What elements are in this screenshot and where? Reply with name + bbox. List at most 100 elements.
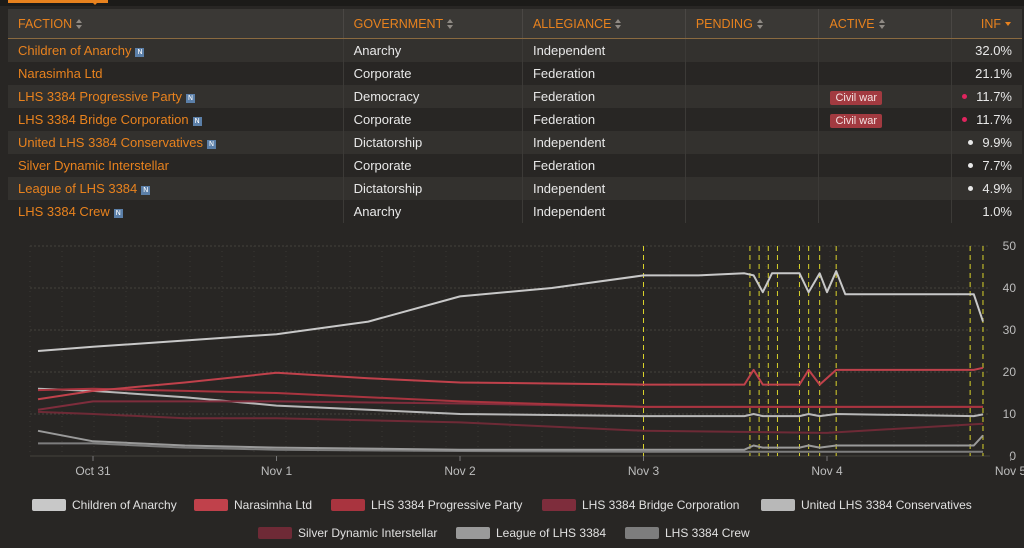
x-tick-label: Nov 4: [811, 464, 843, 478]
table-row[interactable]: League of LHS 3384 N Dictatorship Independe…: [8, 177, 1022, 200]
series-line-narasimha-ltd: [37, 366, 984, 401]
header-pending[interactable]: PENDING: [684, 9, 819, 39]
legend-swatch: [194, 499, 228, 511]
faction-name-link[interactable]: LHS 3384 Progressive Party N: [8, 85, 344, 108]
influence-cell: 9.9%: [951, 131, 1022, 154]
allegiance-cell: Independent: [521, 177, 686, 200]
header-allegiance[interactable]: ALLEGIANCE: [521, 9, 686, 39]
legend-item[interactable]: LHS 3384 Crew: [625, 526, 750, 540]
legend-item[interactable]: Silver Dynamic Interstellar: [258, 526, 437, 540]
influence-cell: 4.9%: [951, 177, 1022, 200]
influence-chart: 0 10 20 30 40 50 Oct 31 Nov 1 Nov 2 Nov 3 Nov 4 Nov…: [29, 239, 1024, 478]
legend-label: LHS 3384 Progressive Party: [371, 498, 523, 512]
active-cell: [818, 62, 952, 85]
legend-swatch: [456, 527, 490, 539]
allegiance-cell: Independent: [521, 38, 686, 62]
x-tick-label: Nov 3: [628, 464, 660, 478]
government-cell: Corporate: [342, 154, 523, 177]
government-cell: Corporate: [342, 62, 523, 85]
table-row[interactable]: Narasimha Ltd Corporate Federation 21.1%: [8, 62, 1022, 85]
y-tick-label: 0: [1009, 449, 1016, 463]
caret-down-icon: [90, 0, 100, 5]
influence-cell: 11.7%: [951, 85, 1022, 108]
legend-swatch: [331, 499, 365, 511]
top-bar: [0, 0, 1024, 6]
pending-cell: [684, 154, 819, 177]
legend-item[interactable]: LHS 3384 Progressive Party: [331, 498, 522, 512]
x-tick-label: Nov 1: [261, 464, 293, 478]
active-cell: [818, 131, 952, 154]
news-badge-icon[interactable]: N: [186, 94, 196, 103]
state-badge: Civil war: [830, 113, 883, 128]
legend-swatch: [542, 499, 576, 511]
government-cell: Corporate: [342, 108, 523, 131]
legend-swatch: [32, 499, 66, 511]
news-badge-icon[interactable]: N: [207, 140, 216, 149]
influence-cell: 7.7%: [951, 154, 1022, 177]
header-government[interactable]: GOVERNMENT: [342, 9, 523, 39]
government-cell: Anarchy: [342, 200, 523, 223]
active-cell: [818, 154, 952, 177]
series-line-children-of-anarchy: [37, 270, 984, 352]
allegiance-cell: Independent: [521, 200, 686, 223]
legend-label: League of LHS 3384: [496, 526, 607, 540]
legend-label: Silver Dynamic Interstellar: [298, 526, 438, 540]
government-cell: Dictatorship: [342, 177, 523, 200]
faction-name-link[interactable]: Children of Anarchy N: [8, 38, 344, 62]
news-badge-icon[interactable]: N: [135, 48, 145, 57]
news-badge-icon[interactable]: N: [113, 209, 123, 218]
header-faction[interactable]: FACTION: [8, 9, 344, 39]
table-row[interactable]: Silver Dynamic Interstellar Corporate Fede…: [8, 154, 1022, 177]
pending-cell: [684, 108, 819, 131]
legend-item[interactable]: Children of Anarchy: [32, 498, 177, 512]
faction-name-link[interactable]: League of LHS 3384 N: [8, 177, 344, 200]
trend-dot-icon: [968, 140, 974, 145]
influence-cell: 32.0%: [951, 38, 1022, 62]
header-active[interactable]: ACTIVE: [818, 9, 952, 39]
table-row[interactable]: LHS 3384 Bridge Corporation N Corporate Fed…: [8, 108, 1022, 131]
pending-cell: [684, 131, 819, 154]
faction-name-link[interactable]: Narasimha Ltd: [8, 62, 344, 85]
x-tick-label: Oct 31: [75, 464, 111, 478]
news-badge-icon[interactable]: N: [141, 186, 151, 195]
table-header-row: FACTION GOVERNMENT ALLEGIANCE PENDING AC…: [8, 9, 1022, 39]
table-row[interactable]: Children of Anarchy N Anarchy Independent 32…: [8, 38, 1022, 62]
legend-item[interactable]: League of LHS 3384: [456, 526, 606, 540]
table-row[interactable]: LHS 3384 Crew N Anarchy Independent 1.0%: [8, 200, 1022, 223]
government-cell: Anarchy: [342, 38, 523, 62]
sort-icon: [76, 19, 83, 30]
active-section-indicator: [8, 0, 108, 3]
sort-icon: [615, 19, 622, 30]
trend-dot-icon: [968, 186, 974, 191]
legend-label: LHS 3384 Crew: [665, 526, 750, 540]
allegiance-cell: Federation: [521, 85, 686, 108]
legend-item[interactable]: Narasimha Ltd: [194, 498, 312, 512]
pending-cell: [684, 177, 819, 200]
legend-item[interactable]: United LHS 3384 Conservatives: [761, 498, 972, 512]
legend-item[interactable]: LHS 3384 Bridge Corporation: [542, 498, 739, 512]
x-tick-label: Nov 5: [995, 464, 1024, 478]
allegiance-cell: Independent: [521, 131, 686, 154]
allegiance-cell: Federation: [521, 62, 686, 85]
influence-cell: 1.0%: [951, 200, 1022, 223]
active-cell: [818, 177, 952, 200]
header-inf[interactable]: INF: [951, 9, 1022, 39]
trend-dot-icon: [962, 94, 968, 99]
legend-swatch: [761, 499, 795, 511]
government-cell: Dictatorship: [342, 131, 523, 154]
x-tick-label: Nov 2: [444, 464, 476, 478]
table-row[interactable]: United LHS 3384 Conservatives N Dictatorsh…: [8, 131, 1022, 154]
legend-swatch: [258, 527, 292, 539]
influence-cell: 11.7%: [951, 108, 1022, 131]
faction-name-link[interactable]: LHS 3384 Crew N: [8, 200, 344, 223]
series-line-league-of-lhs-3384: [37, 429, 984, 451]
news-badge-icon[interactable]: N: [192, 117, 202, 126]
y-tick-label: 50: [1003, 239, 1017, 253]
faction-name-link[interactable]: Silver Dynamic Interstellar: [8, 154, 344, 177]
trend-dot-icon: [968, 163, 974, 168]
pending-cell: [684, 38, 819, 62]
faction-name-link[interactable]: United LHS 3384 Conservatives N: [8, 131, 344, 154]
faction-name-link[interactable]: LHS 3384 Bridge Corporation N: [8, 108, 344, 131]
table-row[interactable]: LHS 3384 Progressive Party N Democracy Fede…: [8, 85, 1022, 108]
allegiance-cell: Federation: [521, 108, 686, 131]
